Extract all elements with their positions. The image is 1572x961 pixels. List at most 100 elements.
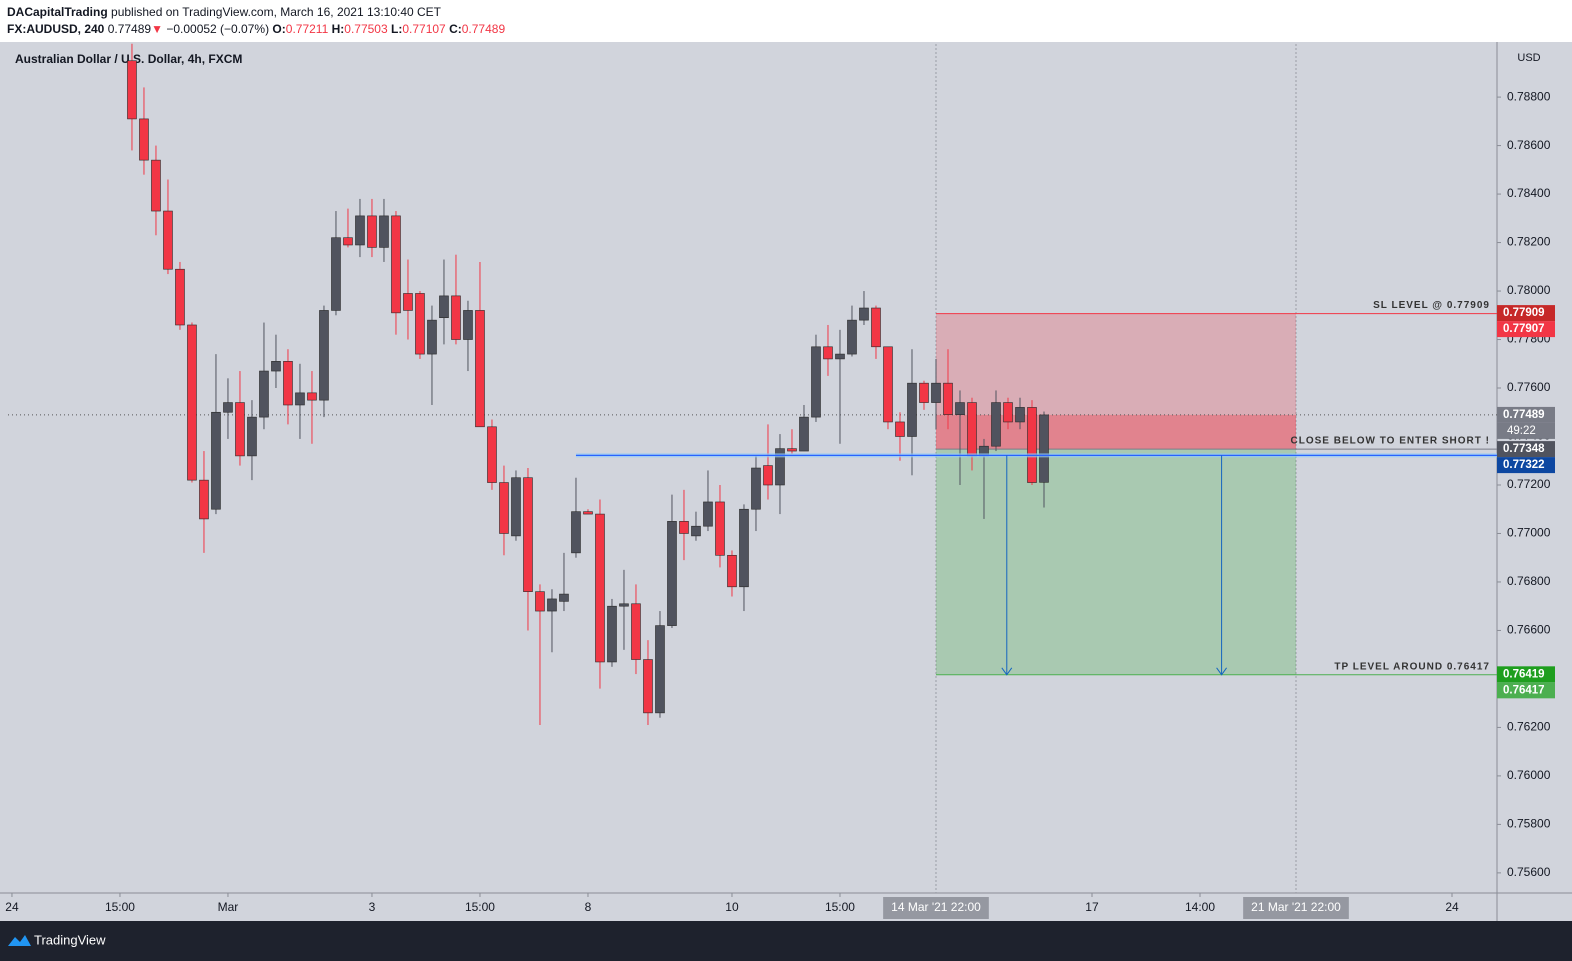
candle-body [439,295,449,319]
candle-body [967,402,977,457]
chart-background [0,42,1572,921]
candle-body [931,382,941,403]
candle-body [355,215,365,246]
price-tag [1497,406,1555,423]
header: DACapitalTrading published on TradingVie… [0,0,1572,42]
candle-body [595,513,605,663]
candle-body [547,598,557,612]
ohlc-value: 0.77489 [461,22,506,36]
candle-body [847,319,857,355]
publisher: DACapitalTrading [7,5,108,19]
candle-body [619,603,629,607]
brand: TradingView [34,932,106,947]
x-tick-label: 15:00 [465,900,495,914]
candle-body [391,215,401,314]
x-tick-label: 14 Mar '21 22:00 [891,900,981,914]
price-tag [1497,321,1555,338]
candle-body [247,416,257,457]
candle-body [259,370,269,418]
candle-body [151,159,161,212]
candle-body [1027,407,1037,483]
price-tag-label: 0.77489 [1503,409,1545,421]
y-tick-label: 0.77000 [1507,526,1551,540]
candle-body [751,467,761,510]
arrow-head [1216,667,1227,676]
candle-body [559,593,569,602]
published: published on TradingView.com, March 16, … [111,5,442,19]
y-tick-label: 0.76200 [1507,720,1551,734]
candle-body [499,482,509,534]
candle-body [307,392,317,401]
candle-body [163,210,173,270]
ohlc-label: C: [449,22,462,36]
y-tick-label: 0.76600 [1507,623,1551,637]
candle-body [883,346,893,423]
candle-body [127,60,137,120]
level-note: CLOSE BELOW TO ENTER SHORT ! [1291,436,1490,447]
x-tick-label: 15:00 [825,900,855,914]
candle-body [871,307,881,348]
x-tick-label: 21 Mar '21 22:00 [1251,900,1341,914]
countdown: 49:22 [1507,425,1536,437]
candle-body [283,361,293,406]
y-tick-label: 0.78800 [1507,89,1551,103]
y-tick-label: 0.76000 [1507,768,1551,782]
candle-body [739,508,749,588]
candle-body [295,392,305,406]
ohlc-label: L: [391,22,403,36]
ohlc-value: 0.77107 [402,22,446,36]
ohlc-label: O: [272,22,286,36]
candle-body [775,448,785,486]
x-tick-label: Mar [218,900,239,914]
price-tag-label: 0.76419 [1503,668,1545,680]
candle-body [643,659,653,714]
x-tick-label: 24 [1445,900,1459,914]
candle-body [799,416,809,452]
x-tick-label: 8 [585,900,592,914]
y-tick-label: 0.78400 [1507,186,1551,200]
candle-body [535,591,545,612]
price-tag-label: 0.77348 [1503,443,1545,455]
price-tag [1497,305,1555,322]
symbol: FX:AUDUSD, 240 [7,22,105,36]
x-tick-label: 14:00 [1185,900,1215,914]
price-tag [1497,682,1555,699]
candle-body [727,554,737,588]
candle-body [523,477,533,592]
price-tag [1497,457,1555,474]
price-tag [1497,441,1555,458]
candle-body [715,501,725,556]
y-tick-label: 0.78200 [1507,235,1551,249]
logo [8,935,31,946]
candle-body [403,293,413,311]
level-note: SL LEVEL @ 0.77909 [1373,300,1490,311]
candle-body [763,465,773,486]
candle-body [271,361,281,372]
open-loss-zone [935,414,1296,450]
last: 0.77489 [107,22,152,36]
currency: USD [1517,52,1540,64]
candle-body [511,477,521,537]
candle-body [427,319,437,355]
candle-body [655,625,665,714]
candle-body [859,307,869,321]
candle-body [991,402,1001,447]
candle-body [631,603,641,660]
countdown-box [1497,422,1555,439]
footer-bar [0,921,1572,961]
y-tick-label: 0.75600 [1507,865,1551,879]
x-highlight-box [883,897,989,919]
x-tick-label: 24 [5,900,19,914]
candle-body [211,411,221,510]
ohlc-value: 0.77211 [285,22,329,36]
candle-body [331,237,341,311]
candle-body [451,295,461,340]
publish-line: DACapitalTrading published on TradingVie… [7,5,441,19]
chart-title: Australian Dollar / U.S. Dollar, 4h, FXC… [15,52,242,66]
candle-body [235,402,245,457]
x-tick-label: 3 [369,900,376,914]
price-tag-label: 0.77322 [1503,459,1545,471]
x-tick-label: 15:00 [105,900,135,914]
candle-body [1015,407,1025,423]
